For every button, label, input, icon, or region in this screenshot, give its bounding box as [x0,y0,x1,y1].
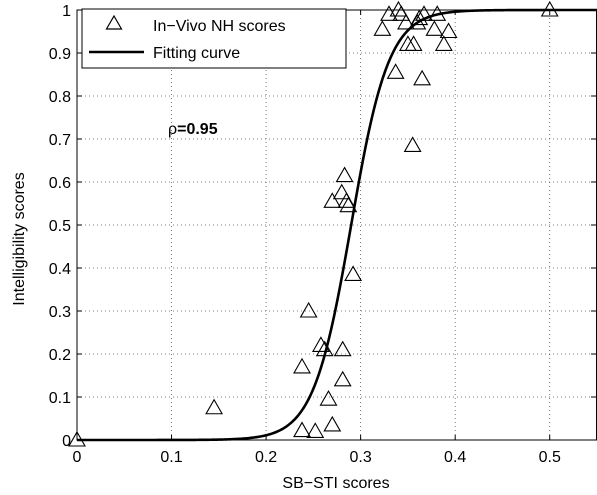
legend-label-fitting: Fitting curve [153,45,240,62]
y-tick-label: 0.7 [49,132,71,149]
rho-value: =0.95 [177,121,218,138]
x-axis: 0 0.1 0.2 0.3 0.4 0.5 [73,10,561,466]
x-axis-title: SB−STI scores [282,475,389,492]
triangle-marker [205,398,224,415]
y-tick-label: 0.1 [49,390,71,407]
y-tick-label: 0.3 [49,304,71,321]
x-tick-label: 0.3 [350,449,372,466]
triangle-marker [335,166,354,183]
triangle-marker [434,35,453,51]
y-tick-label: 0.2 [49,347,71,364]
rho-symbol: ρ [168,121,177,138]
triangle-marker [439,22,458,39]
fitting-curve-line [77,8,597,442]
triangle-marker [311,336,330,352]
triangle-marker [392,5,411,21]
y-axis-title: Intelligibility scores [11,172,28,305]
x-tick-label: 0.5 [539,449,561,466]
y-tick-label: 0.8 [49,89,71,106]
triangle-marker [428,5,447,21]
x-tick-label: 0 [73,449,82,466]
triangle-marker [540,0,559,17]
triangle-marker [306,422,325,438]
triangle-marker [404,35,423,51]
triangle-marker [410,9,429,26]
y-tick-label: 0.5 [49,218,71,235]
y-axis: 0 0.1 0.2 0.3 0.4 0.5 0.6 0.7 0.8 0.9 1 [49,3,596,450]
triangle-marker [425,20,444,36]
triangle-marker [386,63,405,79]
y-tick-label: 0.4 [49,261,71,278]
triangle-marker [68,430,86,447]
triangle-marker [293,357,311,374]
triangle-marker [323,192,342,208]
legend-triangle-icon [105,14,123,30]
legend-box [81,8,347,69]
triangle-marker [332,183,351,200]
triangle-marker [413,69,432,86]
triangle-marker [323,415,342,432]
x-tick-label: 0.4 [444,449,466,466]
triangle-marker [403,136,422,152]
y-tick-label: 0.6 [49,175,71,192]
triangle-marker [397,13,415,30]
triangle-marker [333,370,352,387]
triangle-marker [380,5,398,21]
triangle-marker [299,301,318,318]
legend: In−Vivo NH scores Fitting curve [81,8,347,69]
triangle-marker [415,5,433,21]
y-tick-label: 0.9 [49,46,71,63]
triangle-marker [315,340,334,357]
x-tick-label: 0.1 [160,449,182,466]
y-tick-label: 1 [62,3,71,20]
triangle-marker [333,340,352,357]
triangle-marker [293,421,311,438]
triangle-marker [319,390,338,406]
y-tick-label: 0 [62,433,71,450]
triangle-marker [344,265,363,282]
correlation-annotation: ρ=0.95 [168,121,218,138]
scatter-markers [68,0,559,447]
triangle-marker [339,196,358,213]
triangle-marker [373,20,392,36]
x-tick-label: 0.2 [255,449,277,466]
legend-label-scores: In−Vivo NH scores [153,18,286,35]
